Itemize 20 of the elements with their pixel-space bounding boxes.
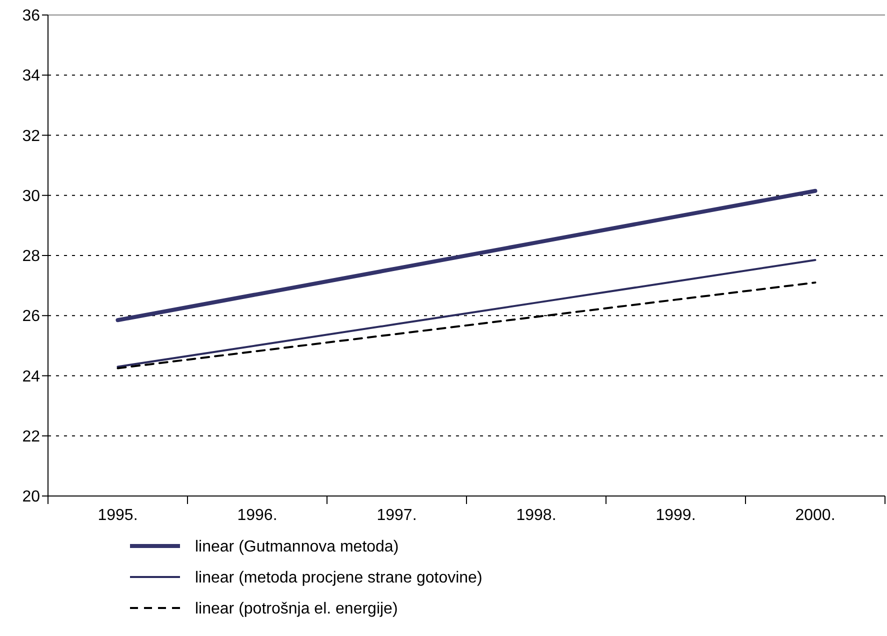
legend-label: linear (potrošnja el. energije) xyxy=(195,600,398,618)
x-tick-label: 1996. xyxy=(237,507,278,524)
line-series xyxy=(116,188,818,322)
legend-label: linear (metoda procjene strane gotovine) xyxy=(195,570,482,587)
x-tick-label: 1997. xyxy=(376,507,417,524)
y-tick-label: 28 xyxy=(22,248,40,266)
legend-label: linear (Gutmannova metoda) xyxy=(195,538,399,556)
y-tick-label: 30 xyxy=(22,188,40,205)
y-tick-label: 36 xyxy=(22,8,40,25)
y-tick-label: 26 xyxy=(22,308,40,326)
y-tick-label: 24 xyxy=(22,368,40,386)
x-tick-label: 2000. xyxy=(795,507,836,524)
y-tick-label: 34 xyxy=(22,68,40,85)
x-tick-label: 1999. xyxy=(656,507,696,524)
x-tick-label: 1995. xyxy=(98,507,138,524)
y-tick-label: 32 xyxy=(22,128,40,145)
y-tick-label: 22 xyxy=(22,428,40,446)
line-series xyxy=(116,259,816,368)
x-tick-label: 1998. xyxy=(516,507,556,524)
y-tick-label: 20 xyxy=(22,488,40,506)
